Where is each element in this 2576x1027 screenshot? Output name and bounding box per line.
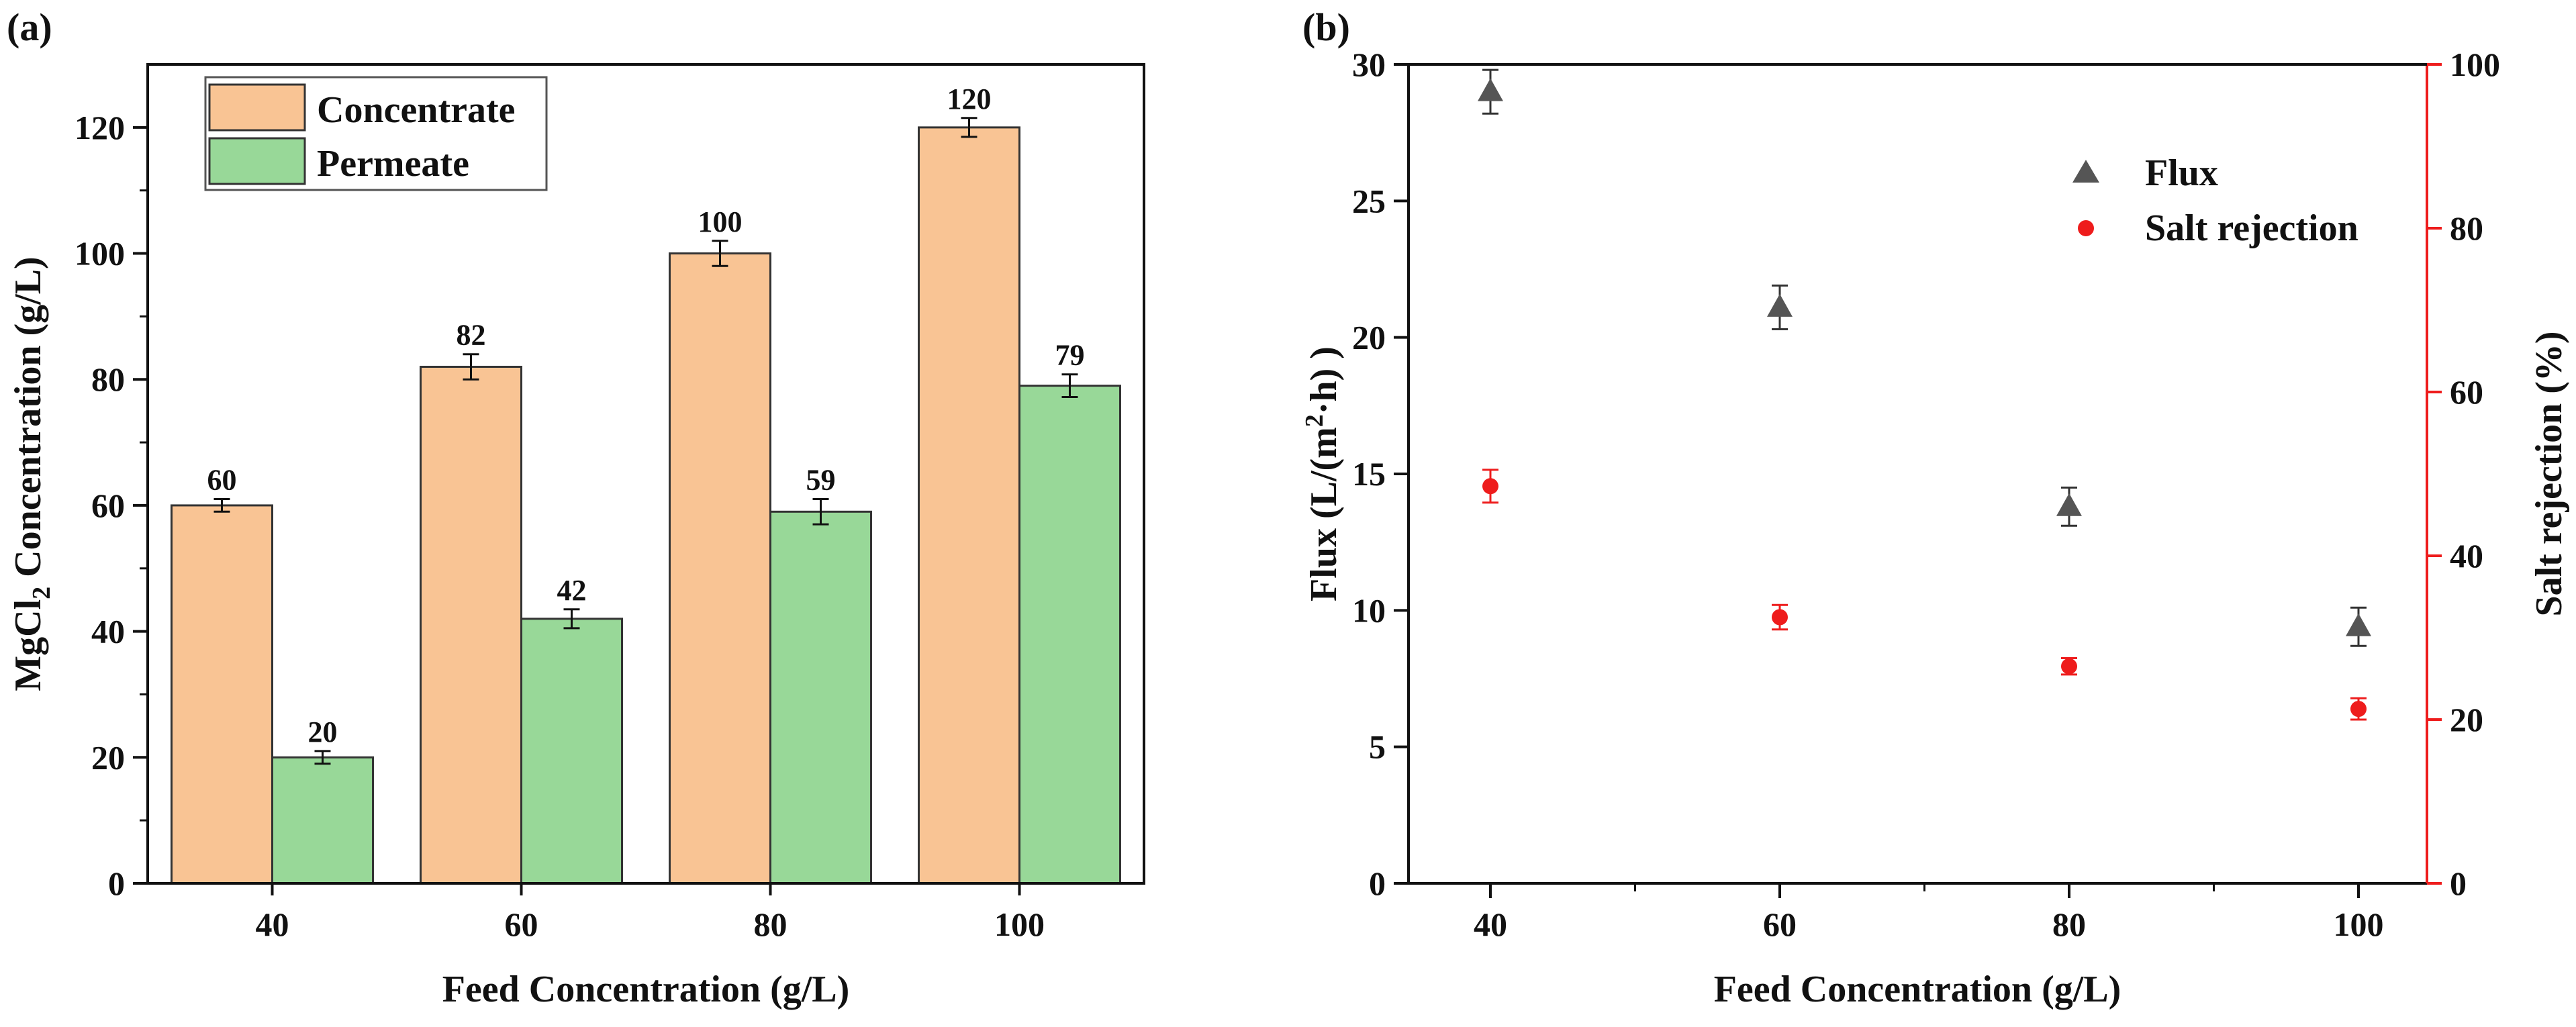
x-tick-label: 80 [754, 906, 788, 943]
panel-a-x-axis-label: Feed Concentration (g/L) [442, 969, 850, 1010]
panel-b-x-ticks: 40 60 80 100 [1474, 883, 2384, 943]
left-y-tick-label: 0 [1369, 865, 1386, 902]
data-label-concentrate-60: 82 [457, 319, 486, 352]
point-flux-80 [2056, 493, 2082, 516]
point-salt-rejection-40 [1482, 478, 1498, 495]
error-bar-concentrate-80 [712, 240, 728, 267]
x-tick-label: 100 [994, 906, 1045, 943]
legend-label-permeate: Permeate [317, 143, 469, 185]
bar-concentrate-40 [171, 504, 273, 885]
legend-swatch-permeate [208, 137, 306, 185]
data-label-concentrate-100: 120 [947, 83, 992, 115]
left-y-tick-label: 10 [1352, 591, 1386, 629]
bar-permeate-80 [769, 510, 872, 885]
y-tick-label: 100 [75, 235, 125, 273]
data-label-permeate-100: 79 [1055, 339, 1085, 372]
panel-a-y-axis-label: MgCl2 Concentration (g/L) [7, 256, 56, 691]
left-y-tick-label: 20 [1352, 319, 1386, 356]
y-tick-label: 120 [75, 109, 125, 146]
y-label-rest: Concentration (g/L) [7, 256, 49, 587]
x-tick-label: 40 [256, 906, 289, 943]
bar-permeate-40 [271, 756, 374, 885]
panel-b-right-y-ticks: 0 20 40 60 80 100 [2427, 46, 2500, 902]
y-tick-label: 0 [108, 865, 125, 902]
data-label-permeate-40: 20 [308, 716, 338, 748]
legend-label-concentrate: Concentrate [317, 89, 515, 131]
right-y-tick-label: 60 [2450, 373, 2483, 411]
panel-a-legend: Concentrate Permeate [204, 76, 548, 191]
error-bar-permeate-40 [314, 750, 331, 765]
x-tick-label: 80 [2052, 906, 2086, 943]
flux-label-pre: Flux (L/(m [1303, 427, 1345, 601]
y-label-main: MgCl [7, 599, 49, 691]
right-y-tick-label: 20 [2450, 701, 2483, 738]
panel-b-right-y-axis-label: Salt rejection (%) [2528, 331, 2570, 616]
error-bar-concentrate-100 [961, 117, 977, 138]
point-salt-rejection-80 [2061, 658, 2077, 675]
panel-a-x-ticks: 40 60 80 100 [256, 883, 1045, 943]
error-bar-concentrate-60 [463, 353, 479, 381]
legend-label-salt-rejection: Salt rejection [2145, 207, 2358, 249]
panel-a-bar-chart: (a) 60 20 82 42 100 59 120 79 0 20 40 60 80 100 120 4… [7, 5, 1145, 1010]
panel-a-label: (a) [7, 5, 52, 49]
flux-label-superscript: 2 [1300, 414, 1329, 427]
right-y-tick-label: 100 [2450, 46, 2500, 83]
data-label-concentrate-40: 60 [207, 464, 237, 497]
x-tick-label: 60 [1763, 906, 1797, 943]
y-label-subscript: 2 [28, 587, 56, 599]
data-label-concentrate-80: 100 [698, 205, 743, 238]
y-tick-label: 60 [91, 487, 125, 524]
left-y-tick-label: 5 [1369, 728, 1386, 766]
left-y-tick-label: 25 [1352, 182, 1386, 219]
y-tick-label: 40 [91, 613, 125, 650]
point-salt-rejection-60 [1772, 609, 1788, 626]
panel-b-left-y-axis-label: Flux (L/(m2·h) ) [1300, 346, 1345, 601]
y-tick-label: 20 [91, 738, 125, 776]
point-salt-rejection-100 [2350, 701, 2367, 718]
bar-permeate-100 [1018, 385, 1121, 885]
bar-concentrate-80 [669, 252, 771, 885]
error-bar-concentrate-40 [213, 498, 230, 513]
point-flux-60 [1767, 293, 1793, 317]
x-tick-label: 60 [505, 906, 538, 943]
x-tick-label: 100 [2334, 906, 2384, 943]
right-y-tick-label: 80 [2450, 209, 2483, 247]
y-tick-label: 80 [91, 360, 125, 398]
legend-swatch-concentrate [208, 83, 306, 132]
legend-marker-salt-rejection [2078, 220, 2094, 236]
bar-concentrate-100 [918, 126, 1020, 885]
right-y-tick-label: 0 [2450, 865, 2467, 902]
panel-b-x-axis-label: Feed Concentration (g/L) [1714, 969, 2121, 1010]
bar-permeate-60 [520, 618, 623, 885]
data-label-permeate-80: 59 [806, 464, 836, 497]
panel-a-y-ticks: 0 20 40 60 80 100 120 [75, 109, 148, 902]
data-label-permeate-60: 42 [557, 574, 587, 607]
legend-label-flux: Flux [2145, 152, 2218, 194]
panel-a-bars: 60 20 82 42 100 59 120 79 [171, 83, 1121, 885]
right-y-tick-label: 40 [2450, 537, 2483, 575]
error-bar-permeate-100 [1061, 373, 1078, 399]
panel-b-legend: Flux Salt rejection [2072, 152, 2358, 249]
panel-b-data-points [1478, 68, 2371, 721]
legend-marker-flux [2072, 160, 2099, 183]
point-flux-100 [2346, 613, 2371, 636]
x-tick-label: 40 [1474, 906, 1507, 943]
panel-b-label: (b) [1302, 5, 1350, 49]
point-flux-40 [1478, 78, 1503, 101]
panel-b-left-y-ticks: 0 5 10 15 20 25 30 [1352, 46, 1409, 902]
bar-concentrate-60 [420, 365, 522, 885]
left-y-tick-label: 30 [1352, 46, 1386, 83]
panel-a-plot-frame [146, 63, 1145, 885]
flux-label-post: ·h) ) [1303, 346, 1345, 414]
error-bar-permeate-80 [812, 498, 829, 526]
left-y-tick-label: 15 [1352, 455, 1386, 493]
error-bar-permeate-60 [563, 608, 580, 630]
